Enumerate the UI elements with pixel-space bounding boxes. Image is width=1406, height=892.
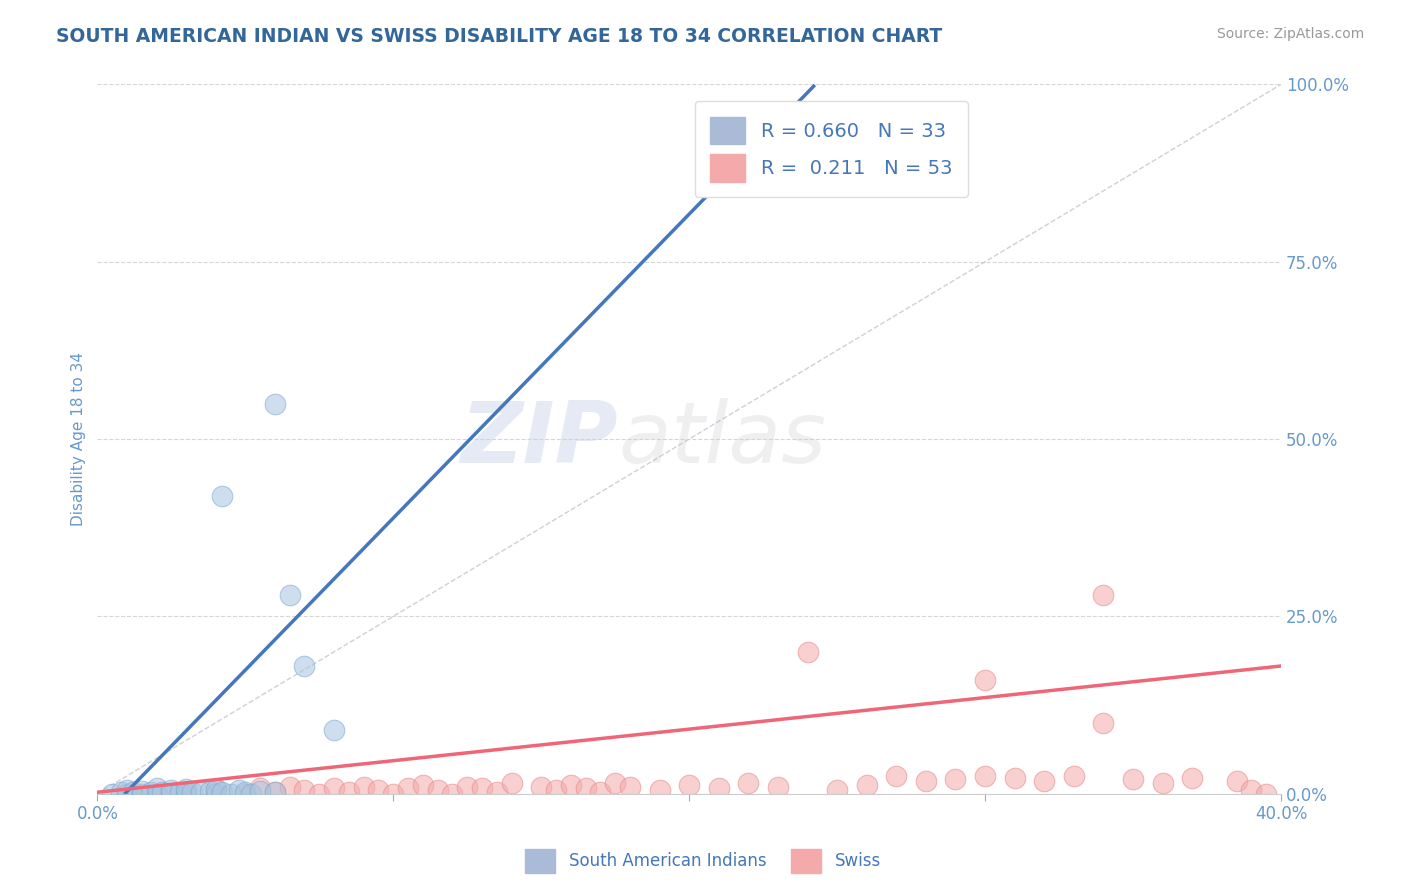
Point xyxy=(1152,776,1174,790)
Point xyxy=(278,588,301,602)
Point xyxy=(204,782,226,797)
Text: ZIP: ZIP xyxy=(461,398,619,481)
Legend: R = 0.660   N = 33, R =  0.211   N = 53: R = 0.660 N = 33, R = 0.211 N = 53 xyxy=(695,102,967,197)
Point xyxy=(323,780,346,795)
Point xyxy=(1122,772,1144,787)
Point xyxy=(278,780,301,794)
Point xyxy=(648,783,671,797)
Point xyxy=(1063,769,1085,783)
Point xyxy=(131,787,153,801)
Point xyxy=(441,787,464,801)
Point xyxy=(139,785,162,799)
Point xyxy=(589,784,612,798)
Point xyxy=(530,780,553,794)
Point xyxy=(619,780,641,794)
Point xyxy=(974,673,997,688)
Point xyxy=(181,784,204,798)
Point xyxy=(974,769,997,783)
Point xyxy=(101,787,124,801)
Point xyxy=(737,776,759,790)
Point xyxy=(574,780,596,795)
Point xyxy=(855,778,877,792)
Point xyxy=(249,780,271,795)
Point xyxy=(382,787,405,801)
Point xyxy=(145,787,167,801)
Point xyxy=(249,784,271,798)
Point xyxy=(211,489,233,503)
Point xyxy=(485,784,508,798)
Text: SOUTH AMERICAN INDIAN VS SWISS DISABILITY AGE 18 TO 34 CORRELATION CHART: SOUTH AMERICAN INDIAN VS SWISS DISABILIT… xyxy=(56,27,942,45)
Point xyxy=(115,787,138,801)
Point xyxy=(169,785,191,799)
Point xyxy=(560,778,582,792)
Point xyxy=(471,780,494,795)
Point xyxy=(240,787,263,801)
Point xyxy=(412,778,434,792)
Point xyxy=(174,781,197,796)
Point xyxy=(1092,715,1115,730)
Point xyxy=(264,784,287,798)
Point xyxy=(204,787,226,801)
Point xyxy=(456,780,478,794)
Point xyxy=(219,787,242,801)
Point xyxy=(501,776,523,790)
Point xyxy=(605,776,627,790)
Point xyxy=(294,783,316,797)
Point xyxy=(190,785,212,799)
Point xyxy=(707,780,730,795)
Point xyxy=(1225,773,1247,788)
Point xyxy=(353,780,375,794)
Point xyxy=(1256,787,1278,801)
Point xyxy=(264,784,287,798)
Text: Source: ZipAtlas.com: Source: ZipAtlas.com xyxy=(1216,27,1364,41)
Y-axis label: Disability Age 18 to 34: Disability Age 18 to 34 xyxy=(72,352,86,526)
Point xyxy=(233,785,256,799)
Point xyxy=(884,769,907,783)
Point xyxy=(426,783,449,797)
Point xyxy=(264,396,287,410)
Point xyxy=(160,783,183,797)
Point xyxy=(294,659,316,673)
Point xyxy=(160,787,183,801)
Point xyxy=(766,780,789,794)
Point xyxy=(233,787,256,801)
Point xyxy=(131,784,153,798)
Point xyxy=(198,784,221,798)
Point xyxy=(1181,771,1204,785)
Point xyxy=(945,772,967,787)
Point xyxy=(204,783,226,797)
Point xyxy=(678,778,700,792)
Point xyxy=(323,723,346,737)
Point xyxy=(1240,783,1263,797)
Point xyxy=(308,787,330,801)
Point xyxy=(337,784,360,798)
Point xyxy=(825,783,848,797)
Point xyxy=(396,780,419,795)
Point xyxy=(211,784,233,798)
Point xyxy=(121,785,143,799)
Point xyxy=(115,783,138,797)
Point xyxy=(145,787,167,801)
Point xyxy=(174,787,197,801)
Point xyxy=(174,784,197,798)
Point xyxy=(145,780,167,795)
Legend: South American Indians, Swiss: South American Indians, Swiss xyxy=(519,842,887,880)
Point xyxy=(1033,773,1056,788)
Point xyxy=(1004,771,1026,785)
Point xyxy=(367,783,389,797)
Point xyxy=(152,784,174,798)
Text: atlas: atlas xyxy=(619,398,827,481)
Point xyxy=(228,783,250,797)
Point xyxy=(796,645,818,659)
Point xyxy=(1092,588,1115,602)
Point xyxy=(915,773,938,788)
Point xyxy=(544,783,567,797)
Point xyxy=(110,784,132,798)
